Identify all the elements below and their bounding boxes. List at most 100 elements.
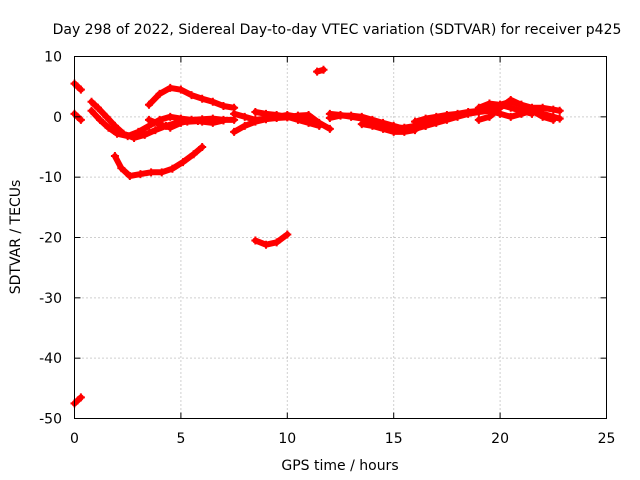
- x-tick-label: 20: [491, 431, 509, 447]
- data-point: [240, 112, 249, 121]
- data-point: [293, 115, 302, 124]
- data-point: [325, 114, 334, 123]
- data-point: [168, 164, 177, 173]
- data-point: [198, 94, 207, 103]
- data-point: [442, 115, 451, 124]
- data-point: [336, 111, 345, 120]
- data-point: [272, 238, 281, 247]
- data-point: [549, 105, 558, 114]
- data-point: [96, 115, 105, 124]
- data-point: [230, 109, 239, 118]
- data-point: [240, 121, 249, 130]
- data-point: [110, 152, 119, 161]
- data-point: [144, 100, 153, 109]
- data-point: [474, 115, 483, 124]
- data-point: [555, 106, 564, 115]
- x-tick-label: 25: [598, 431, 616, 447]
- series-arc-19: [475, 96, 557, 123]
- data-point: [262, 240, 271, 249]
- data-point: [496, 100, 505, 109]
- data-point: [400, 127, 409, 136]
- y-tick-label: 10: [44, 50, 62, 66]
- y-tick-label: -50: [39, 412, 62, 428]
- data-point: [421, 121, 430, 130]
- data-point: [251, 108, 260, 117]
- data-point: [166, 123, 175, 132]
- data-point: [219, 116, 228, 125]
- data-point: [538, 112, 547, 121]
- series-arc-6: [111, 144, 206, 179]
- series-arc-12: [252, 231, 291, 248]
- data-point: [189, 150, 198, 159]
- data-point: [528, 109, 537, 118]
- data-point: [155, 120, 164, 129]
- data-point: [87, 106, 96, 115]
- data-point: [136, 170, 145, 179]
- data-point: [464, 109, 473, 118]
- data-point: [102, 112, 111, 121]
- data-point: [208, 118, 217, 127]
- data-point: [157, 168, 166, 177]
- data-point: [555, 114, 564, 123]
- y-tick-label: -20: [39, 231, 62, 247]
- data-point: [208, 97, 217, 106]
- y-axis-label: SDTVAR / TECUs: [8, 180, 24, 295]
- y-tick-label: 0: [53, 110, 62, 126]
- series-arc-3: [71, 394, 84, 407]
- y-tick-label: -40: [39, 351, 62, 367]
- data-point: [176, 118, 185, 127]
- data-point: [506, 95, 515, 104]
- tick-layer: 0 5 10 15 20 25 -50 -40 -30 -20 -10 0 10: [39, 50, 615, 448]
- data-point: [432, 118, 441, 127]
- data-point: [368, 121, 377, 130]
- data-point: [319, 65, 328, 74]
- data-point: [140, 130, 149, 139]
- data-point: [262, 109, 271, 118]
- data-point: [198, 117, 207, 126]
- data-point: [304, 118, 313, 127]
- data-point: [251, 236, 260, 245]
- data-point: [87, 97, 96, 106]
- data-point: [283, 112, 292, 121]
- y-tick-label: -10: [39, 170, 62, 186]
- data-point: [93, 103, 102, 112]
- data-point: [187, 115, 196, 124]
- data-point: [166, 83, 175, 92]
- data-point: [506, 103, 515, 112]
- data-point: [389, 127, 398, 136]
- y-tick-label: -30: [39, 291, 62, 307]
- data-point: [313, 67, 322, 76]
- data-point: [421, 114, 430, 123]
- data-point: [123, 132, 132, 141]
- x-tick-label: 5: [176, 431, 185, 447]
- chart-title: Day 298 of 2022, Sidereal Day-to-day VTE…: [53, 22, 622, 38]
- data-point: [325, 124, 334, 133]
- data-point: [410, 117, 419, 126]
- data-point: [219, 101, 228, 110]
- data-point: [379, 124, 388, 133]
- x-tick-label: 15: [385, 431, 403, 447]
- data-point: [76, 115, 85, 124]
- data-point: [155, 89, 164, 98]
- data-point: [357, 120, 366, 129]
- data-point: [230, 127, 239, 136]
- x-tick-label: 0: [70, 431, 79, 447]
- data-point: [179, 158, 188, 167]
- data-point: [315, 121, 324, 130]
- data-point: [187, 91, 196, 100]
- data-point: [506, 112, 515, 121]
- data-point: [144, 115, 153, 124]
- data-point: [549, 115, 558, 124]
- data-point: [453, 112, 462, 121]
- data-point: [176, 85, 185, 94]
- x-axis-label: GPS time / hours: [281, 458, 398, 474]
- data-point: [125, 171, 134, 180]
- data-point: [251, 115, 260, 124]
- data-point: [474, 103, 483, 112]
- series-layer: [70, 65, 564, 408]
- data-point: [147, 168, 156, 177]
- data-point: [166, 112, 175, 121]
- data-point: [151, 126, 160, 135]
- data-point: [76, 85, 85, 94]
